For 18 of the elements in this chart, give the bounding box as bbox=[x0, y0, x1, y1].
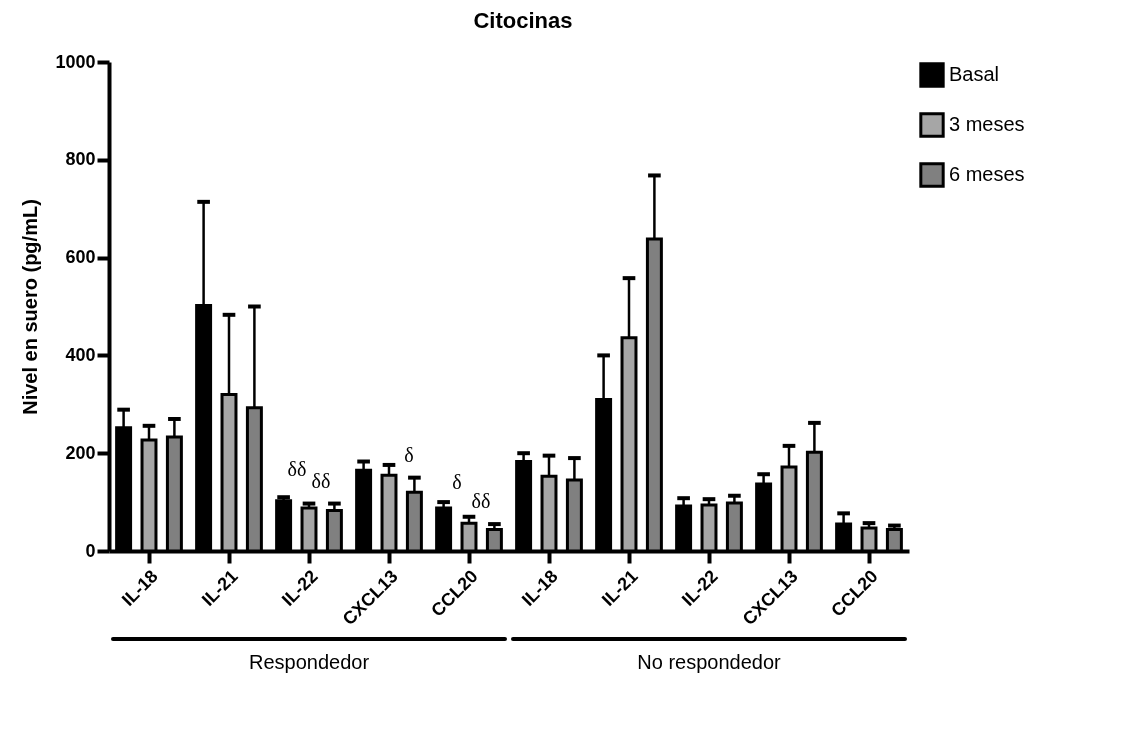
legend-label: Basal bbox=[949, 63, 1000, 85]
y-tick-label: 200 bbox=[65, 442, 96, 463]
y-axis-title: Nivel en suero (pg/mL) bbox=[19, 199, 42, 415]
y-tick-label: 1000 bbox=[55, 51, 96, 72]
legend-label: 3 meses bbox=[949, 113, 1025, 135]
chart-title: Citocinas bbox=[473, 8, 573, 33]
annotation: δδ bbox=[471, 490, 491, 513]
annotation: δδ bbox=[311, 469, 331, 492]
y-tick-label: 0 bbox=[85, 540, 96, 561]
y-tick-label: 800 bbox=[65, 149, 96, 170]
y-tick-label: 400 bbox=[65, 344, 96, 365]
text: Respondedor bbox=[248, 651, 370, 673]
y-tick-label: 600 bbox=[65, 247, 96, 268]
annotation: δ bbox=[452, 470, 462, 493]
text: No respondedor bbox=[637, 651, 782, 673]
annotation: δ bbox=[404, 443, 414, 466]
legend-label: 6 meses bbox=[949, 163, 1025, 185]
annotation: δδ bbox=[287, 457, 307, 480]
